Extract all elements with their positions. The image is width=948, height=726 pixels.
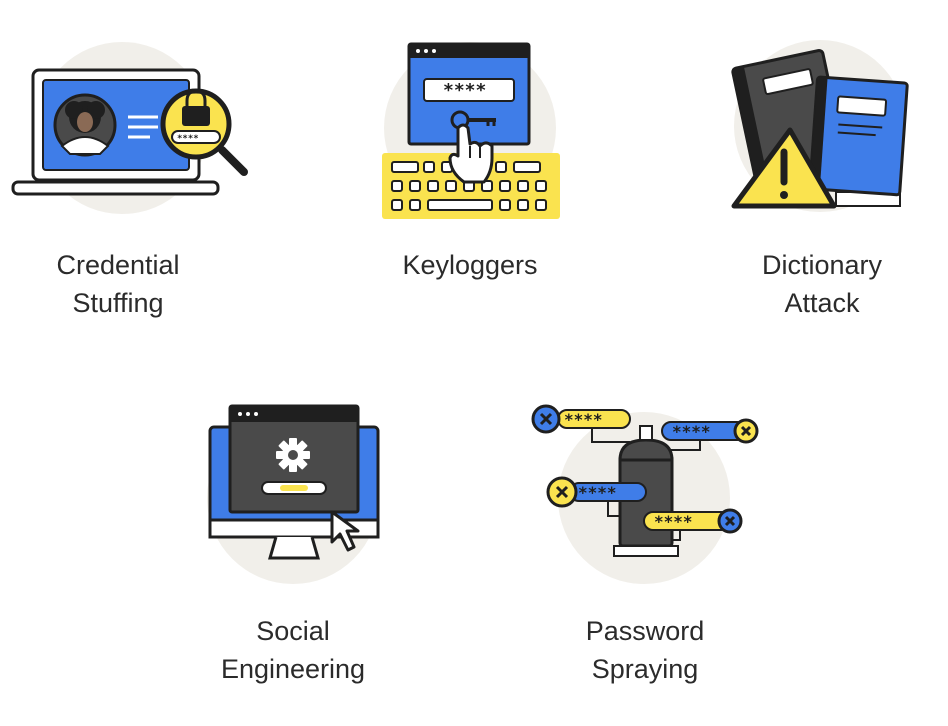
books-warning-icon (731, 40, 909, 212)
monitor-gear-cursor-icon (207, 404, 380, 584)
item-keyloggers: **** (360, 0, 600, 300)
password-mask: **** (672, 422, 711, 441)
label-dictionary-attack: Dictionary Attack (761, 250, 883, 318)
spray-can-passwords-icon: **** **** **** **** (531, 404, 759, 584)
password-mask: **** (177, 134, 199, 144)
password-mask: **** (578, 483, 617, 502)
keyboard-key-hand-icon: **** (382, 42, 560, 219)
item-password-spraying: **** **** **** **** Password Spraying (520, 380, 770, 710)
label-keyloggers: Keyloggers (402, 250, 538, 280)
password-mask: **** (564, 410, 603, 429)
item-credential-stuffing: **** Credential Stuffing (0, 0, 260, 340)
label-password-spraying: Password Spraying (585, 616, 705, 684)
label-social-engineering: Social Engineering (220, 616, 366, 684)
item-social-engineering: Social Engineering (190, 380, 410, 710)
item-dictionary-attack: Dictionary Attack (700, 0, 948, 340)
laptop-magnifier-lock-icon: **** (11, 42, 248, 214)
label-credential-stuffing: Credential Stuffing (56, 250, 180, 318)
password-mask: **** (654, 512, 693, 531)
password-mask: **** (443, 80, 486, 101)
